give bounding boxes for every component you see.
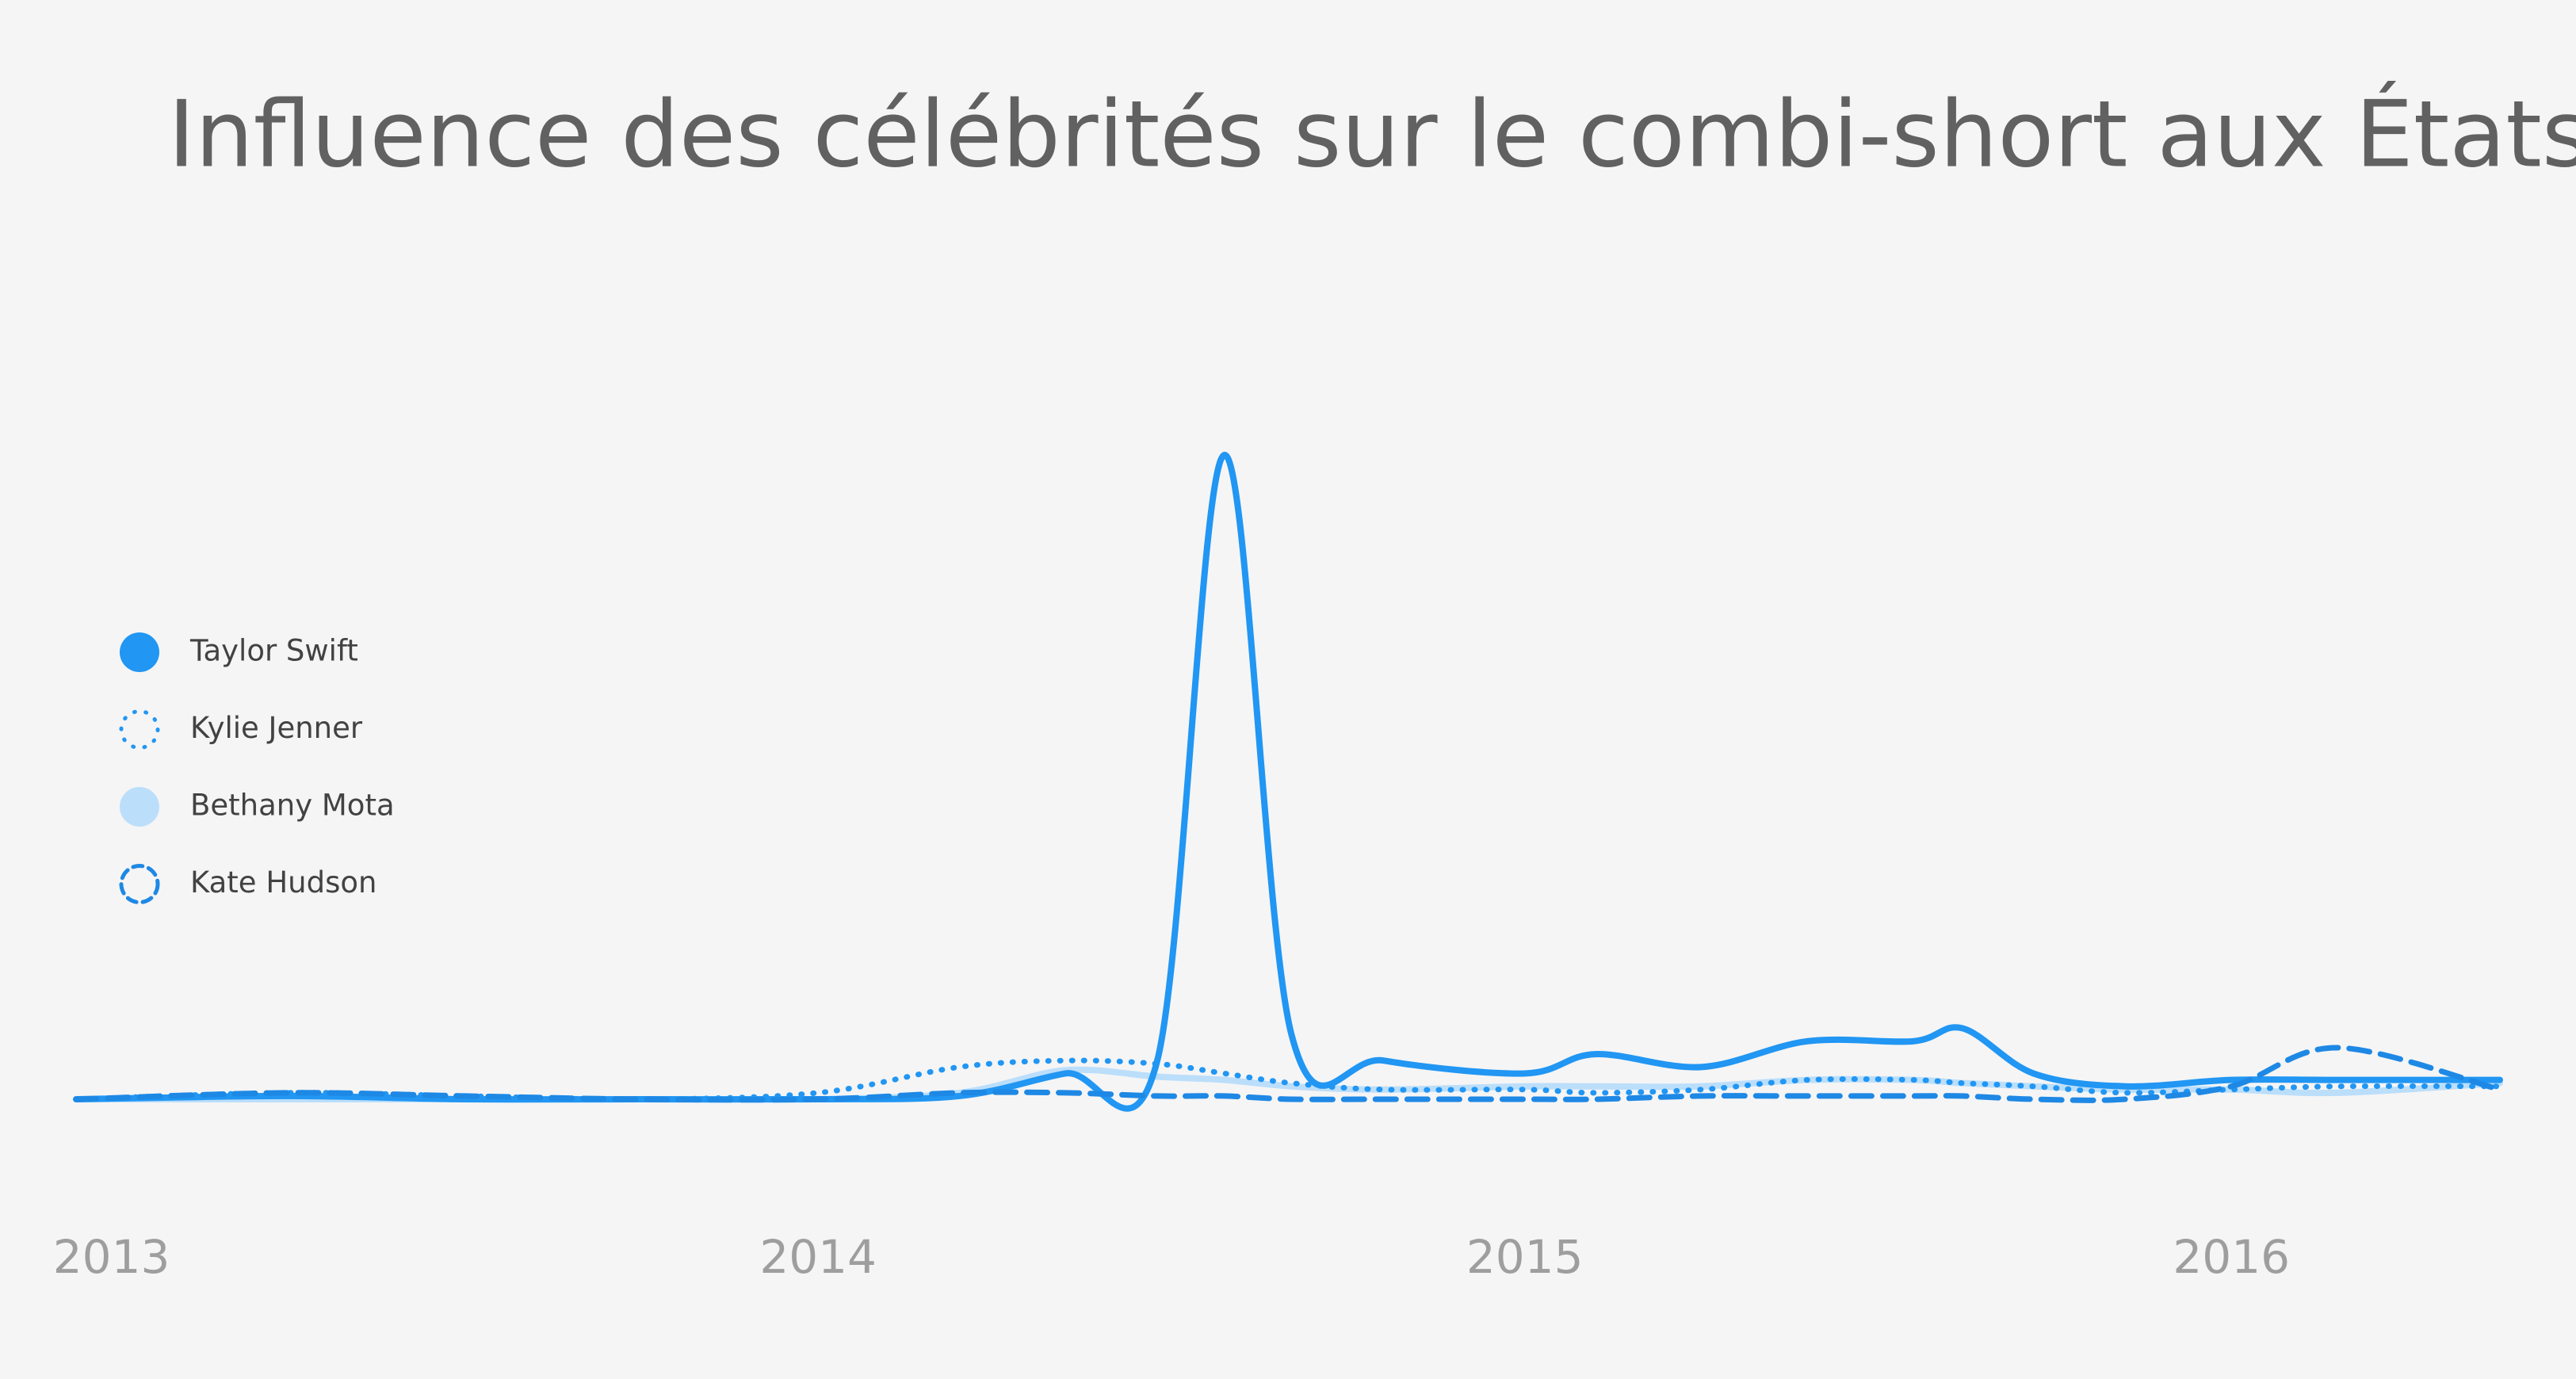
legend-swatch [120, 632, 159, 672]
legend-label: Bethany Mota [190, 789, 395, 823]
legend-item: Kylie Jenner [119, 709, 363, 750]
legend-swatch [120, 787, 159, 827]
legend-label: Kylie Jenner [190, 711, 363, 745]
x-tick-label: 2014 [759, 1230, 877, 1284]
legend-item: Kate Hudson [119, 864, 376, 904]
legend-label: Taylor Swift [189, 634, 358, 668]
series-line [73, 1057, 2503, 1102]
legend-swatch [119, 864, 160, 904]
legend-item: Taylor Swift [120, 632, 358, 672]
chart-title: Influence des célébrités sur le combi-sh… [168, 81, 2576, 189]
x-tick-label: 2013 [53, 1230, 170, 1284]
x-tick-label: 2015 [1466, 1230, 1584, 1284]
series-line [73, 1045, 2503, 1103]
legend-item: Bethany Mota [120, 787, 395, 827]
legend-swatch [119, 709, 160, 750]
x-tick-label: 2016 [2173, 1230, 2290, 1284]
legend-label: Kate Hudson [190, 865, 376, 900]
